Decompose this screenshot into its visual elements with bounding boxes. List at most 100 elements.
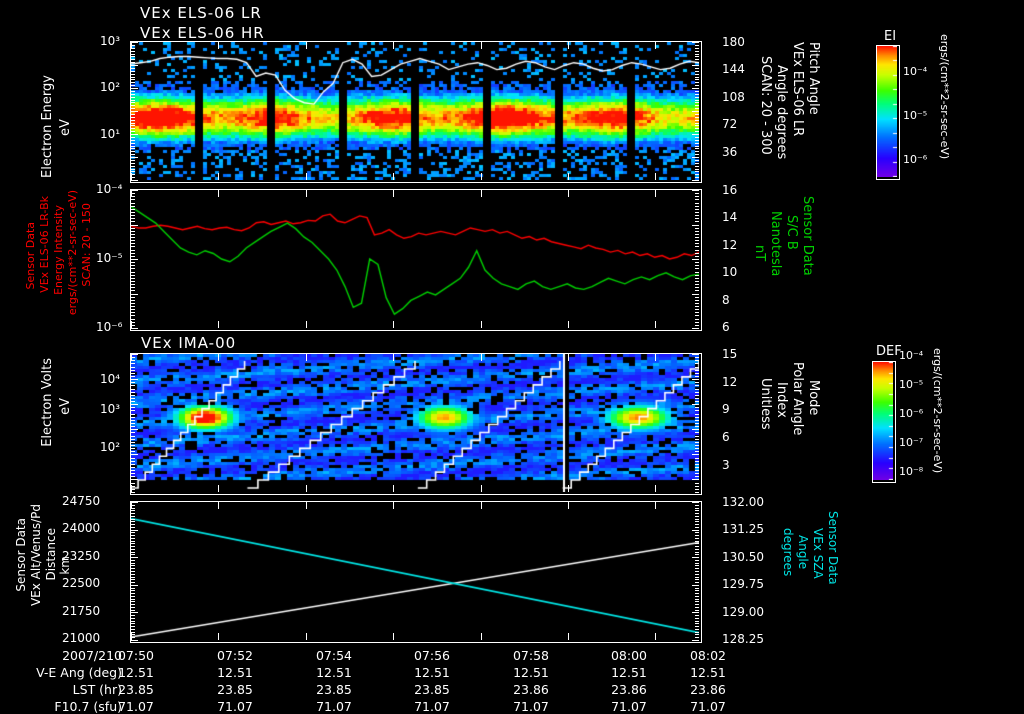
cb2-tick-3: 10⁻⁷ (899, 436, 924, 449)
p1-y2tick-1: 144 (722, 62, 745, 76)
p4-left-axis-label1: Sensor Data (14, 518, 28, 592)
p4-right-axis-label3: Angle (796, 535, 810, 570)
colorbar2-title: DEF (876, 344, 902, 359)
footer-cell-r1-c4: 12.51 (513, 665, 549, 680)
footer-row-label-2: LST (hr) (72, 682, 122, 697)
colorbar2-units: ergs/(cm**2-sr-sec-eV) (931, 348, 944, 474)
p3-left-axis-label1: Electron Volts (40, 358, 55, 447)
p1-right-axis-label4: degrees (774, 107, 789, 160)
p4-left-axis-label2: VEx Alt/Venus/Pd (29, 504, 43, 607)
p1-y2tick-2: 108 (722, 90, 745, 104)
p1-right-axis-label1: Pitch Angle (806, 42, 821, 115)
footer-cell-r0-c0: 07:50 (117, 648, 155, 663)
p3-y2tick-2: 9 (722, 402, 730, 416)
p2-ytick-1: 10⁻⁵ (96, 251, 123, 265)
colorbar2-gradient (873, 362, 893, 480)
footer-cell-r2-c4: 23.86 (513, 682, 549, 697)
panel1-title-hr: VEx ELS-06 HR (140, 24, 265, 42)
p4-ytick-4: 21750 (62, 604, 101, 618)
p3-y2tick-0: 15 (722, 347, 738, 361)
colorbar2-def (872, 361, 896, 483)
p4-y2tick-1: 131.25 (722, 522, 764, 536)
p4-y2tick-0: 132.00 (722, 495, 764, 509)
panel-distance-sza (130, 501, 702, 643)
p3-right-axis-label1: Mode (806, 380, 821, 416)
panel-electron-energy-spectrogram (130, 41, 702, 183)
footer-cell-r1-c0: 12.51 (118, 665, 154, 680)
p4-y2tick-3: 129.75 (722, 577, 764, 591)
p3-y2tick-4: 3 (722, 458, 730, 472)
p2-y2tick-4: 8 (722, 293, 730, 307)
footer-cell-r3-c2: 71.07 (316, 699, 352, 714)
colorbar1-units: ergs/(cm**2-sr-sec-eV) (938, 34, 951, 160)
footer-cell-r3-c3: 71.07 (414, 699, 450, 714)
p3-ytick-0: 10⁴ (100, 372, 121, 386)
p3-right-axis-label4: Unitless (758, 378, 773, 430)
p2-left-axis-label3: Energy Intensity (52, 205, 65, 295)
p1-ytick-0: 10³ (100, 34, 121, 48)
footer-cell-r2-c2: 23.85 (316, 682, 352, 697)
p1-y2tick-4: 36 (722, 145, 738, 159)
p4-right-axis-label1: Sensor Data (826, 511, 840, 585)
p3-ytick-1: 10³ (100, 402, 121, 416)
footer-cell-r0-c6: 08:02 (689, 648, 727, 663)
p1-ytick-1: 10² (100, 80, 121, 94)
p4-ytick-1: 24000 (62, 521, 101, 535)
footer-cell-r1-c6: 12.51 (690, 665, 726, 680)
p4-ytick-2: 23250 (62, 549, 101, 563)
p2-y2tick-1: 14 (722, 210, 738, 224)
footer-cell-r2-c5: 23.86 (611, 682, 647, 697)
footer-cell-r2-c0: 23.85 (118, 682, 154, 697)
cb2-tick-2: 10⁻⁶ (899, 407, 924, 420)
panel-energy-intensity-magfield (130, 189, 702, 331)
p1-y2tick-0: 180 (722, 35, 745, 49)
p1-right-axis-label3: Angle (774, 65, 789, 102)
p1-right-axis-label5: SCAN: 20 - 300 (758, 56, 773, 155)
p2-right-axis-label4: nT (752, 245, 767, 262)
p3-y2tick-1: 12 (722, 375, 738, 389)
p2-left-axis-label5: SCAN: 20 - 150 (80, 203, 93, 287)
p4-y2tick-4: 129.00 (722, 605, 764, 619)
footer-cell-r1-c3: 12.51 (414, 665, 450, 680)
cb1-tick-0: 10⁻⁴ (903, 65, 928, 78)
p2-y2tick-3: 10 (722, 265, 738, 279)
p4-right-axis-label4: degrees (781, 528, 795, 577)
p2-left-axis-label4: ergs/(cm**2-sr-sec-eV) (66, 190, 79, 316)
colorbar1-ei (876, 45, 900, 180)
footer-cell-r2-c1: 23.85 (217, 682, 253, 697)
p1-y2tick-3: 72 (722, 117, 738, 131)
colorbar1-gradient (877, 46, 897, 177)
p2-y2tick-2: 12 (722, 238, 738, 252)
line-canvas-intensity-b (131, 190, 699, 328)
p2-right-axis-label2: S/C B (784, 215, 799, 250)
p3-y2tick-3: 6 (722, 430, 730, 444)
p3-right-axis-label3: Index (774, 382, 789, 418)
p4-ytick-3: 22500 (62, 576, 101, 590)
p3-right-axis-label2: Polar Angle (790, 362, 805, 436)
p1-ytick-2: 10¹ (100, 127, 121, 141)
p2-right-axis-label3: Nanotesla (768, 211, 783, 277)
p1-left-axis-units: eV (58, 86, 73, 136)
p4-ytick-0: 24750 (62, 494, 101, 508)
footer-cell-r1-c5: 12.51 (611, 665, 647, 680)
colorbar1-title: EI (884, 29, 897, 44)
p2-ytick-2: 10⁻⁶ (96, 320, 123, 334)
footer-cell-r0-c5: 08:00 (610, 648, 648, 663)
p4-left-axis-label3: Distance (44, 528, 58, 581)
cb1-tick-2: 10⁻⁶ (903, 153, 928, 166)
spectrogram-canvas-els (131, 42, 699, 180)
footer-row-label-0: 2007/210 (62, 648, 122, 663)
footer-cell-r3-c5: 71.07 (611, 699, 647, 714)
p3-ytick-2: 10² (100, 440, 121, 454)
p4-ytick-5: 21000 (62, 631, 101, 645)
p2-ytick-0: 10⁻⁴ (96, 182, 123, 196)
panel1-title-lr: VEx ELS-06 LR (140, 4, 262, 22)
panel-ima-spectrogram (130, 353, 702, 495)
cb2-tick-1: 10⁻⁵ (899, 378, 924, 391)
p1-left-axis-label2: eV (58, 119, 73, 136)
p4-y2tick-5: 128.25 (722, 632, 764, 646)
p2-left-axis-label1: Sensor Data (24, 222, 37, 290)
cb1-tick-1: 10⁻⁵ (903, 109, 928, 122)
footer-cell-r0-c1: 07:52 (216, 648, 254, 663)
